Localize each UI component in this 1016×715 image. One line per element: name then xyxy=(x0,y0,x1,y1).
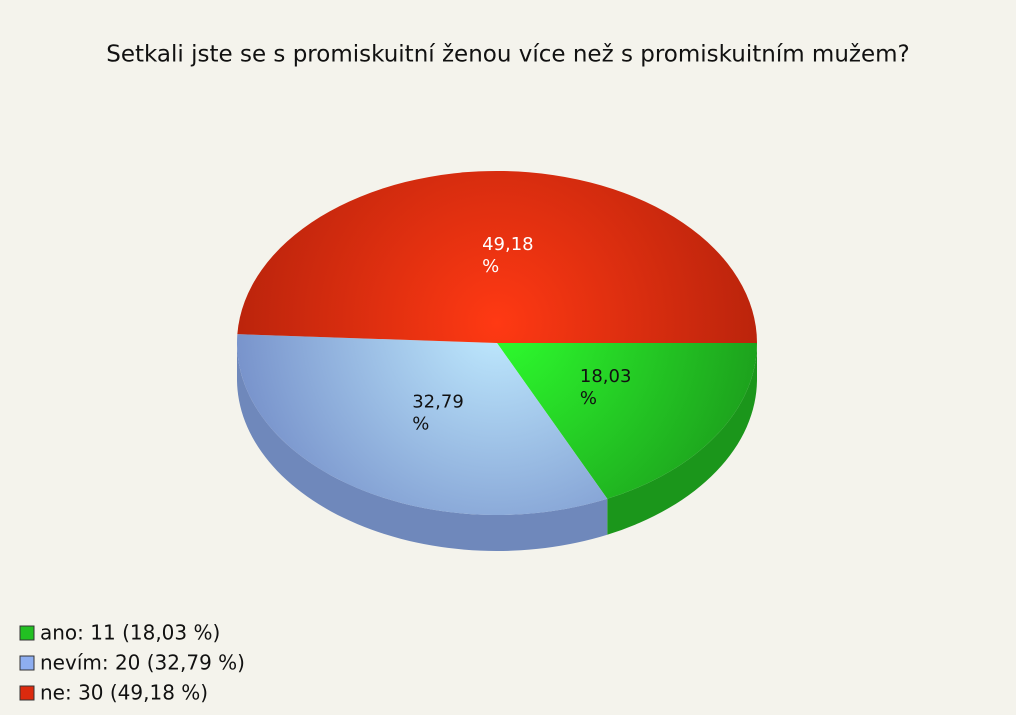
slice-side xyxy=(237,343,608,551)
slice-side xyxy=(607,343,757,535)
legend-swatch xyxy=(19,655,35,671)
slice xyxy=(237,171,757,343)
data-label: 18,03% xyxy=(580,366,632,409)
legend-swatch xyxy=(19,685,35,701)
data-label: 49,18% xyxy=(482,234,534,277)
legend-label: ne: 30 (49,18 %) xyxy=(40,681,208,705)
slice xyxy=(237,334,608,515)
legend-swatch xyxy=(19,625,35,641)
legend-label: ano: 11 (18,03 %) xyxy=(40,621,220,645)
legend-label: nevím: 20 (32,79 %) xyxy=(40,651,245,675)
chart-title: Setkali jste se s promiskuitní ženou víc… xyxy=(106,42,910,68)
data-label: 32,79% xyxy=(412,391,464,434)
slice xyxy=(497,343,757,499)
